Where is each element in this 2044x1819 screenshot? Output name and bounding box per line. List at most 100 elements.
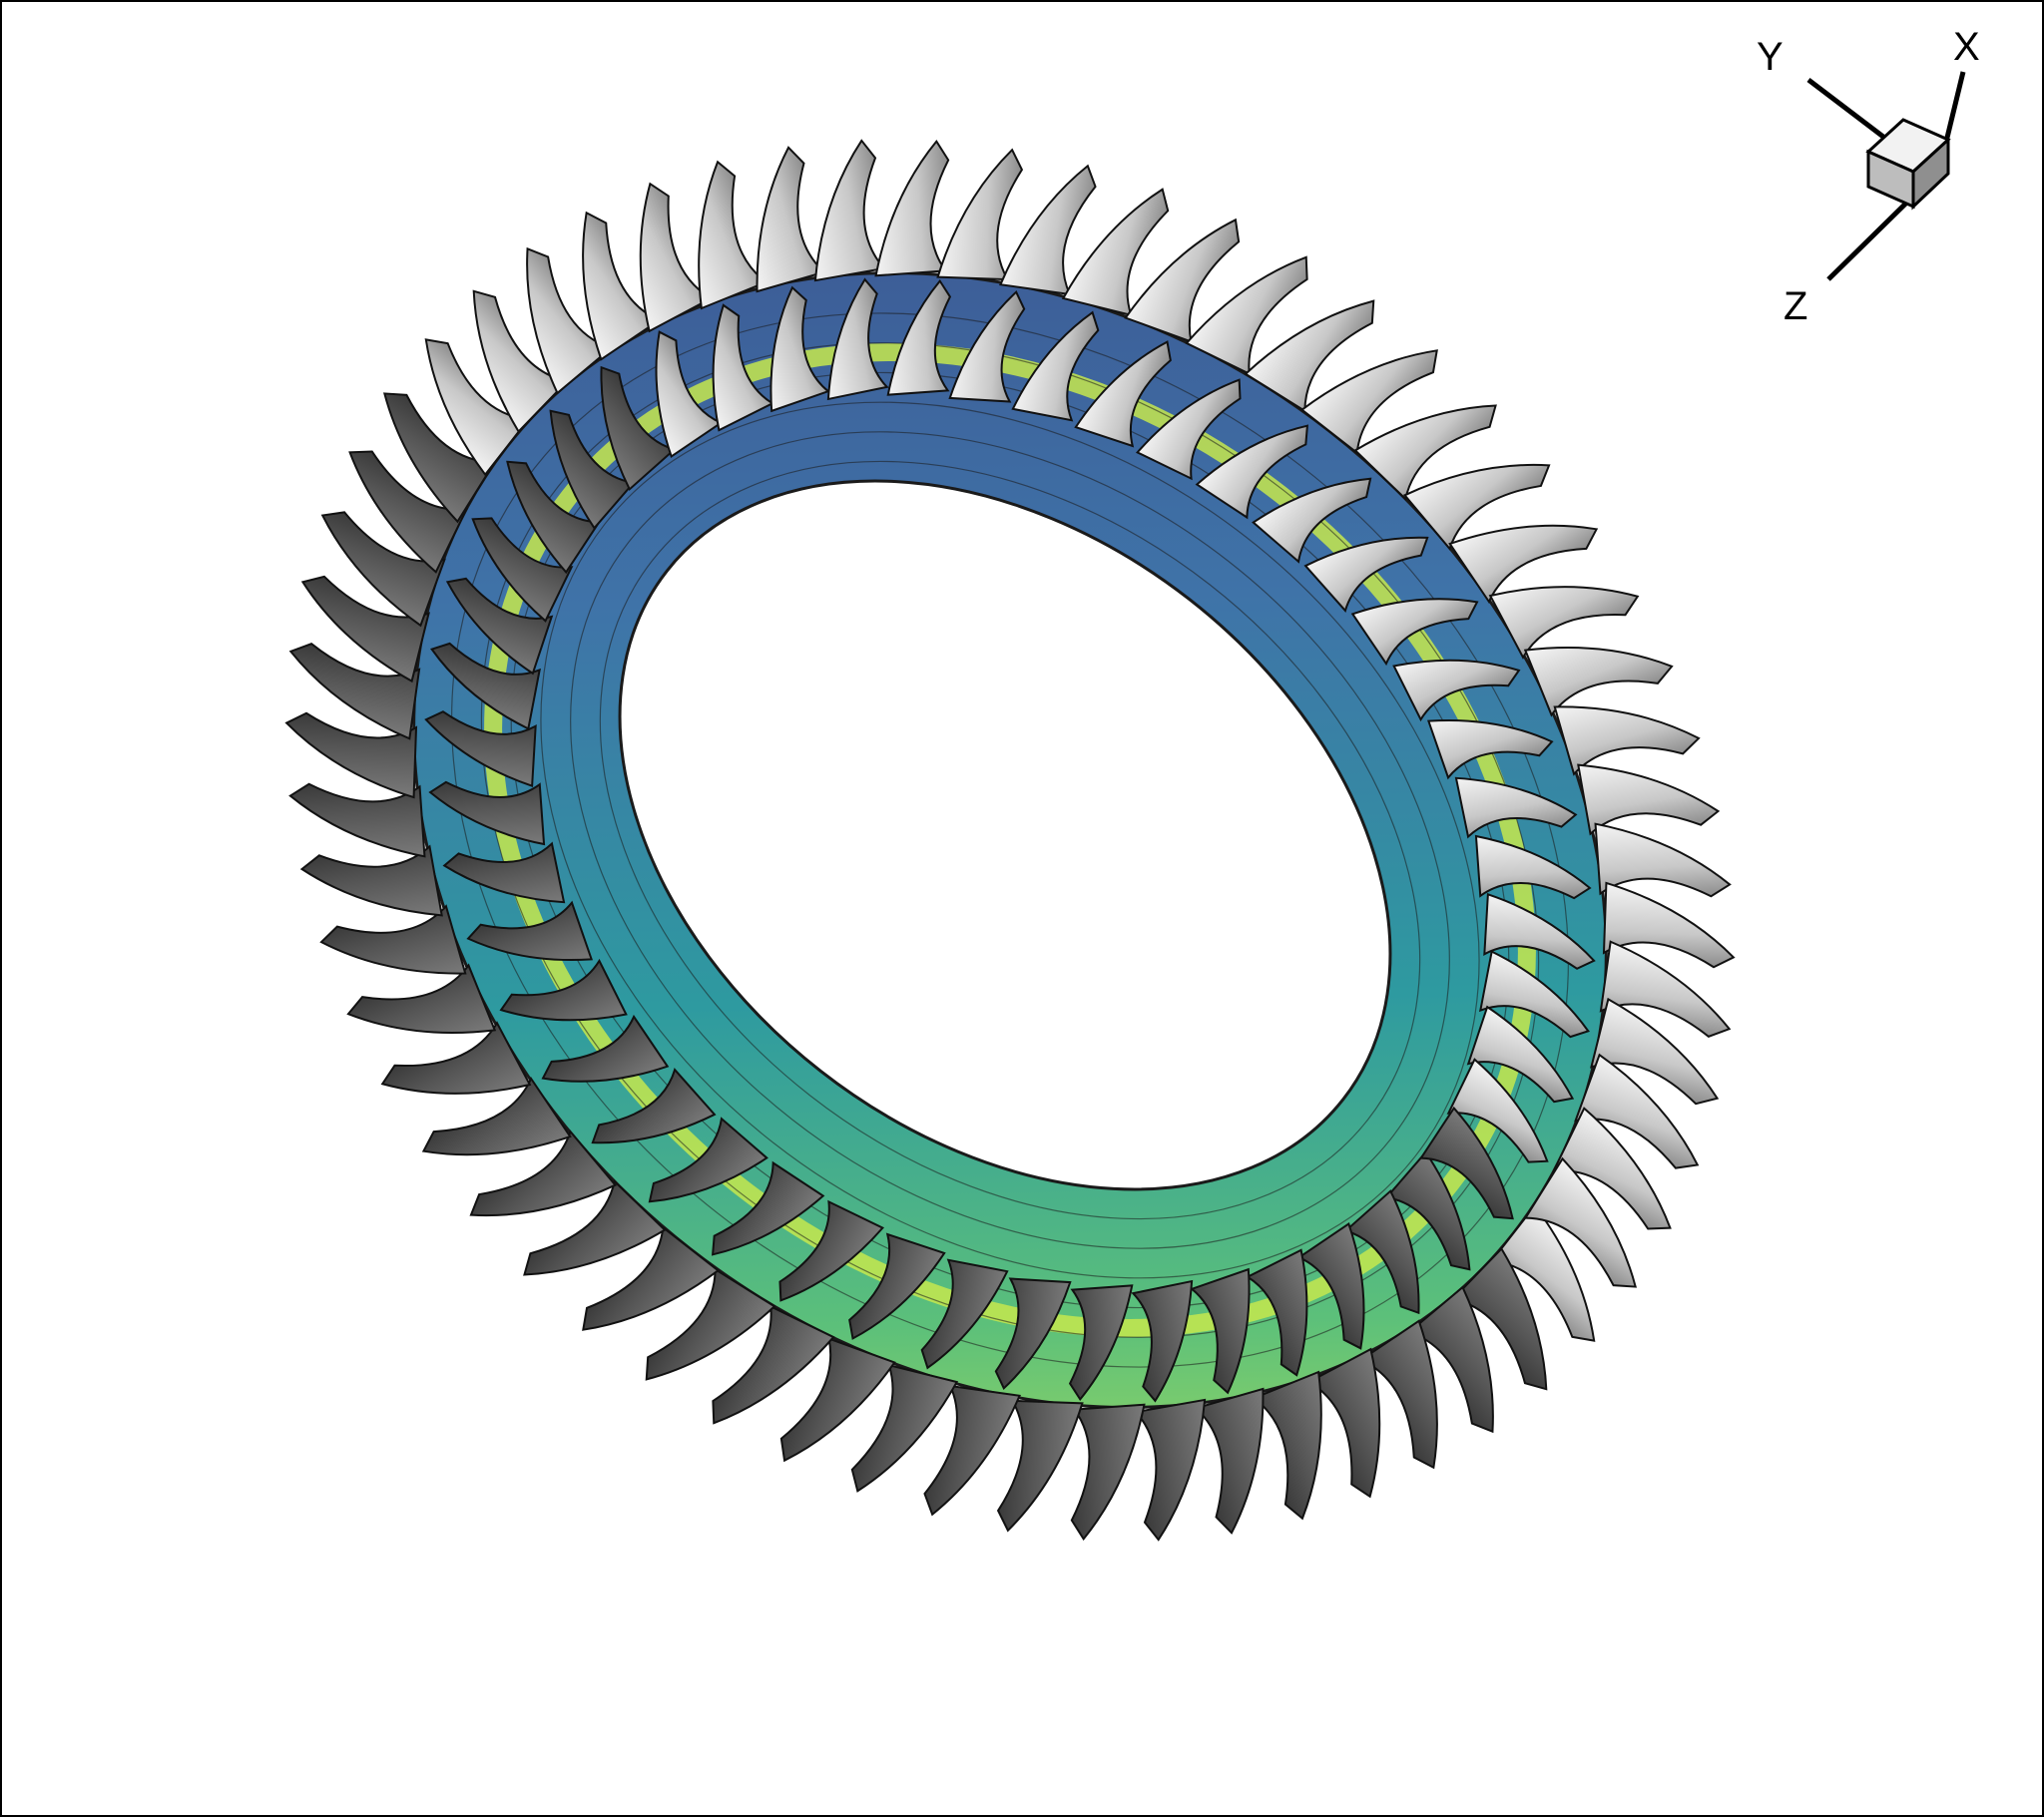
- outer-blade: [1488, 586, 1640, 660]
- outer-blade: [1551, 1107, 1672, 1230]
- y-axis-label: Y: [1757, 35, 1784, 79]
- inner-blade: [712, 303, 775, 432]
- outer-blade: [300, 575, 430, 683]
- inner-blade: [445, 577, 554, 676]
- outer-blade: [1061, 188, 1170, 317]
- inner-blade: [1131, 1279, 1194, 1403]
- outer-blade: [1523, 1156, 1638, 1288]
- outer-blade: [1252, 1370, 1322, 1521]
- outer-blade: [1244, 299, 1375, 413]
- outer-blade: [1577, 763, 1721, 836]
- inner-blade: [778, 1199, 885, 1302]
- outer-blade: [698, 160, 768, 310]
- outer-blade: [1070, 1403, 1146, 1542]
- x-axis-line: [1943, 71, 1966, 143]
- inner-blade: [1418, 1106, 1514, 1220]
- outer-blade: [779, 1336, 896, 1463]
- outer-blade: [996, 1399, 1084, 1533]
- contour-line: [570, 431, 1450, 1249]
- inner-blade: [711, 1160, 825, 1256]
- outer-blade: [1574, 1053, 1700, 1169]
- axes-triad: Y X Z: [1757, 25, 1980, 328]
- inner-blade: [1479, 950, 1590, 1039]
- outer-blade: [1353, 404, 1497, 501]
- outer-blade: [1594, 822, 1732, 898]
- outer-blade: [1553, 705, 1701, 776]
- inner-blade: [1392, 659, 1521, 722]
- x-axis-label: X: [1953, 25, 1980, 69]
- inner-blade: [430, 642, 541, 730]
- outer-blade: [756, 146, 826, 293]
- outer-blade: [299, 844, 443, 917]
- inner-blade: [826, 277, 889, 401]
- outer-blade: [1450, 1246, 1548, 1391]
- outer-blade: [1523, 647, 1674, 717]
- inner-blade: [591, 1068, 717, 1144]
- inner-blade: [1466, 1005, 1575, 1104]
- outer-blade: [1489, 1203, 1596, 1342]
- outer-blade: [874, 139, 950, 277]
- inner-blade: [886, 278, 952, 396]
- outer-blade: [850, 1363, 959, 1493]
- contour-line: [451, 312, 1569, 1368]
- inner-blade: [499, 958, 628, 1022]
- inner-blade: [549, 409, 636, 530]
- outer-blade: [469, 1130, 618, 1217]
- outer-blade: [523, 1179, 667, 1276]
- outer-blade: [424, 338, 531, 477]
- inner-blade: [1350, 598, 1479, 667]
- outer-blade: [639, 182, 714, 333]
- outer-blade: [421, 1076, 572, 1156]
- inner-blade: [600, 365, 677, 491]
- inner-blade: [1296, 1222, 1365, 1350]
- inner-blade: [1011, 310, 1100, 422]
- axes-cube: [1865, 118, 1951, 211]
- outer-blade: [1406, 1285, 1494, 1434]
- outer-blade: [472, 289, 570, 434]
- z-axis-label: Z: [1784, 284, 1807, 328]
- outer-blade: [1602, 881, 1736, 969]
- outer-blade: [526, 246, 614, 395]
- hub-hole: [618, 479, 1392, 1191]
- outer-blade: [1124, 218, 1241, 344]
- outer-blade: [1358, 1319, 1438, 1470]
- inner-blade: [948, 290, 1026, 403]
- outer-blade: [1134, 1398, 1207, 1542]
- outer-blade: [1402, 463, 1551, 551]
- hub-band: [412, 271, 1608, 1409]
- inner-blade: [655, 330, 724, 458]
- inner-blade: [506, 460, 602, 575]
- outer-blade: [319, 904, 467, 975]
- hub-band-inner-rim: [484, 343, 1536, 1337]
- inner-blade: [648, 1117, 768, 1203]
- outer-blade: [1299, 349, 1438, 455]
- inner-blade: [1195, 424, 1309, 520]
- inner-blade: [1068, 1284, 1134, 1402]
- inner-blade: [442, 841, 566, 904]
- outer-blade: [712, 1304, 835, 1425]
- inner-blade-row: [424, 277, 1596, 1403]
- outer-blade: [288, 643, 421, 740]
- inner-blade: [1252, 477, 1372, 564]
- inner-blade: [428, 780, 546, 846]
- outer-blade: [288, 782, 426, 858]
- inner-blade: [1303, 536, 1429, 613]
- inner-blade: [1245, 1248, 1308, 1377]
- outer-blade: [382, 392, 497, 524]
- outer-blade: [1194, 1387, 1265, 1535]
- inner-blade: [848, 1232, 946, 1340]
- outer-blade: [936, 148, 1024, 281]
- inner-blade: [1474, 834, 1592, 900]
- outer-blade: [348, 450, 469, 574]
- outer-blade: [320, 511, 446, 628]
- outer-blade: [1306, 1347, 1381, 1499]
- inner-blade: [769, 285, 830, 413]
- outer-blade: [1590, 997, 1720, 1106]
- outer-blade-row: [284, 139, 1736, 1542]
- inner-blade: [1343, 1189, 1420, 1315]
- contour-line: [480, 342, 1540, 1338]
- contour-line: [540, 401, 1480, 1279]
- inner-blade: [994, 1277, 1072, 1390]
- inner-blade: [920, 1258, 1009, 1370]
